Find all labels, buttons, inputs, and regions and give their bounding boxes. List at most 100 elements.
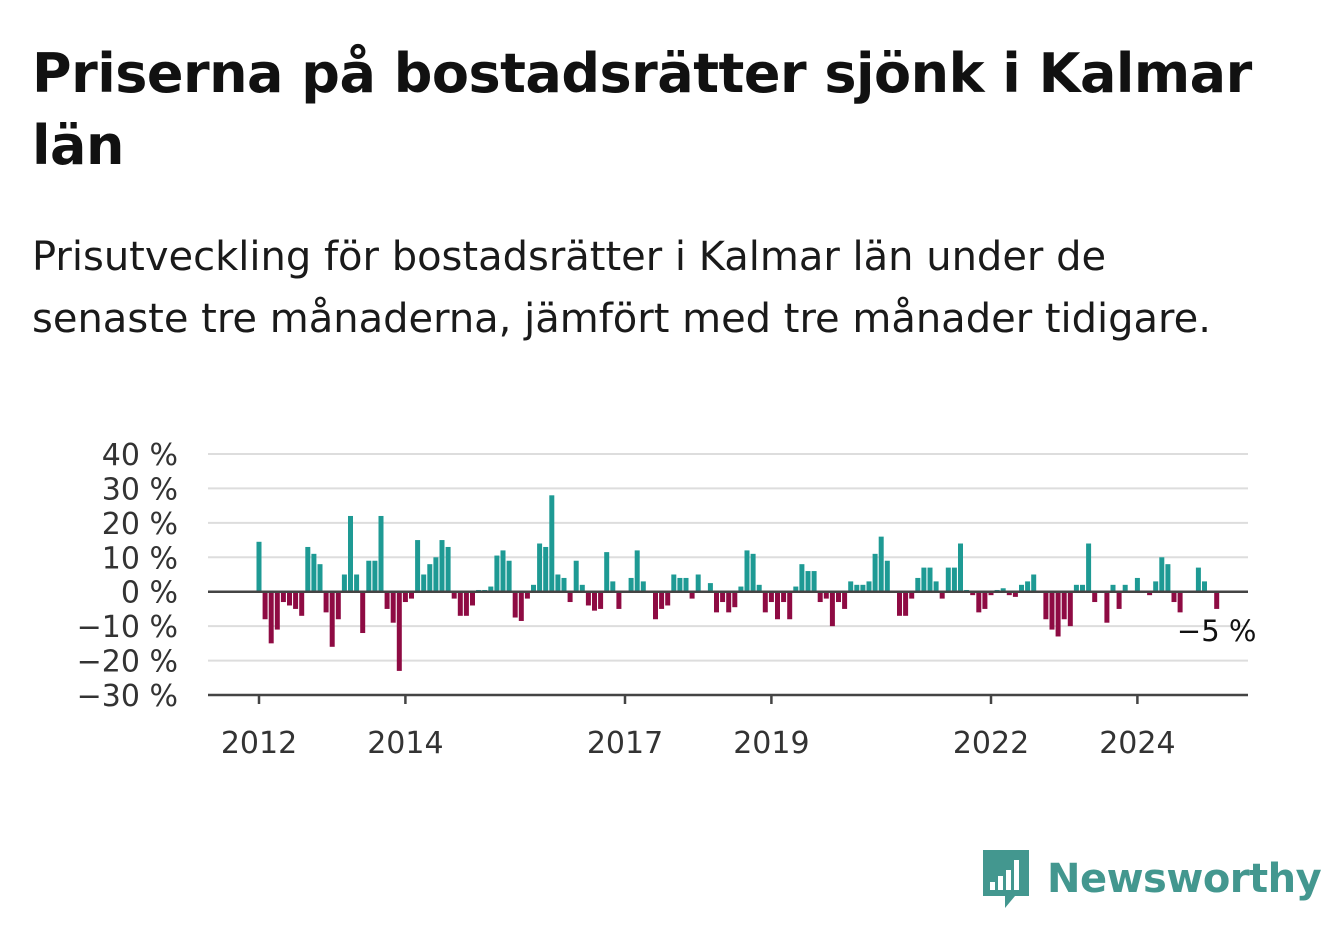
y-tick-label: 20 % xyxy=(102,507,178,542)
bar-negative xyxy=(1012,591,1018,597)
bar-negative xyxy=(1049,591,1055,630)
bar-negative xyxy=(360,591,366,634)
bar-negative xyxy=(1116,591,1122,609)
bar-negative xyxy=(396,591,402,671)
x-tick-label: 2012 xyxy=(221,726,297,761)
bar-positive xyxy=(866,581,872,592)
bar-negative xyxy=(512,591,518,618)
bar-negative xyxy=(939,591,945,599)
y-tick-label: 10 % xyxy=(102,541,178,576)
bar-positive xyxy=(372,560,378,592)
x-tick-label: 2014 xyxy=(367,726,443,761)
bar-negative xyxy=(280,591,286,603)
bar-positive xyxy=(610,581,616,592)
bar-negative xyxy=(1055,591,1061,637)
bar-positive xyxy=(1122,584,1128,592)
bar-positive xyxy=(677,577,683,592)
bar-positive xyxy=(1073,584,1079,592)
bar-negative xyxy=(1171,591,1177,603)
bar-positive xyxy=(848,581,854,592)
bar-positive xyxy=(951,567,957,592)
x-axis: 2012 2014 2017 2019 2022 2024 xyxy=(208,693,1248,761)
bar-positive xyxy=(634,550,640,592)
bar-positive xyxy=(945,567,951,592)
bar-positive xyxy=(1202,581,1207,592)
x-tick-label: 2017 xyxy=(587,726,663,761)
bar-positive xyxy=(1000,588,1006,592)
bar-negative xyxy=(970,591,976,596)
last-value-annotation: −5 % xyxy=(1177,614,1257,648)
bar-positive xyxy=(1159,557,1165,592)
bar-positive xyxy=(415,540,421,592)
bar-positive xyxy=(579,584,585,592)
bar-positive xyxy=(439,540,445,592)
bar-positive xyxy=(854,584,860,592)
bar-positive xyxy=(537,543,543,592)
bar-positive xyxy=(494,555,500,592)
bar-negative xyxy=(1006,591,1012,596)
bar-negative xyxy=(653,591,658,620)
bar-negative xyxy=(988,591,994,596)
bar-negative xyxy=(524,591,530,599)
bar-positive xyxy=(500,550,506,592)
bar-positive xyxy=(427,564,433,592)
bar-negative xyxy=(293,591,299,609)
brand-name: Newsworthy xyxy=(1047,856,1322,902)
y-tick-label: −30 % xyxy=(77,679,178,714)
bar-positive xyxy=(1165,564,1171,592)
bar-positive xyxy=(793,586,799,592)
bar-positive xyxy=(1019,584,1024,592)
bar-negative xyxy=(274,591,280,630)
bar-negative xyxy=(409,591,414,599)
bar-negative xyxy=(903,591,909,616)
bar-negative xyxy=(720,591,726,603)
x-tick-label: 2024 xyxy=(1099,726,1175,761)
bar-negative xyxy=(976,591,982,613)
bar-negative xyxy=(1214,591,1220,609)
bar-positive xyxy=(860,584,866,592)
bar-positive xyxy=(305,546,311,592)
bar-negative xyxy=(616,591,622,609)
bar-negative xyxy=(457,591,463,616)
bar-positive xyxy=(707,583,713,592)
bar-negative xyxy=(402,591,408,603)
bar-positive xyxy=(421,574,427,592)
bar-positive xyxy=(921,567,927,592)
bar-positive xyxy=(915,577,921,592)
bar-negative xyxy=(768,591,774,603)
bar-positive xyxy=(878,536,884,592)
bar-negative xyxy=(1043,591,1049,620)
bar-negative xyxy=(665,591,671,606)
bar-positive xyxy=(341,574,347,592)
bar-positive xyxy=(1195,567,1201,592)
bar-positive xyxy=(799,564,805,592)
bar-positive xyxy=(811,571,817,592)
bar-negative xyxy=(384,591,390,609)
bar-positive xyxy=(366,560,372,592)
bar-positive xyxy=(756,584,762,592)
bar-negative xyxy=(909,591,915,599)
y-axis: 40 %30 %20 %10 %0 %−10 %−20 %−30 % xyxy=(77,438,178,714)
bar-negative xyxy=(335,591,341,620)
bar-negative xyxy=(390,591,396,623)
bar-positive xyxy=(604,552,610,592)
bar-positive xyxy=(1153,581,1159,592)
bar-positive xyxy=(531,584,536,592)
bar-positive xyxy=(933,581,939,592)
bar-positive xyxy=(671,574,677,592)
y-tick-label: −10 % xyxy=(77,610,178,645)
bar-positive xyxy=(683,577,689,592)
bar-positive xyxy=(348,515,353,592)
bar-negative xyxy=(268,591,274,644)
bar-positive xyxy=(256,541,262,592)
bar-positive xyxy=(543,546,549,592)
bar-positive xyxy=(433,557,439,592)
bar-negative xyxy=(982,591,988,609)
bar-positive xyxy=(1134,577,1140,592)
bar-negative xyxy=(836,591,841,603)
bar-positive xyxy=(744,550,750,592)
y-tick-label: 30 % xyxy=(102,472,178,507)
chart-subtitle: Prisutveckling för bostadsrätter i Kalma… xyxy=(32,234,1211,342)
bar-negative xyxy=(463,591,469,616)
bar-negative xyxy=(329,591,335,647)
